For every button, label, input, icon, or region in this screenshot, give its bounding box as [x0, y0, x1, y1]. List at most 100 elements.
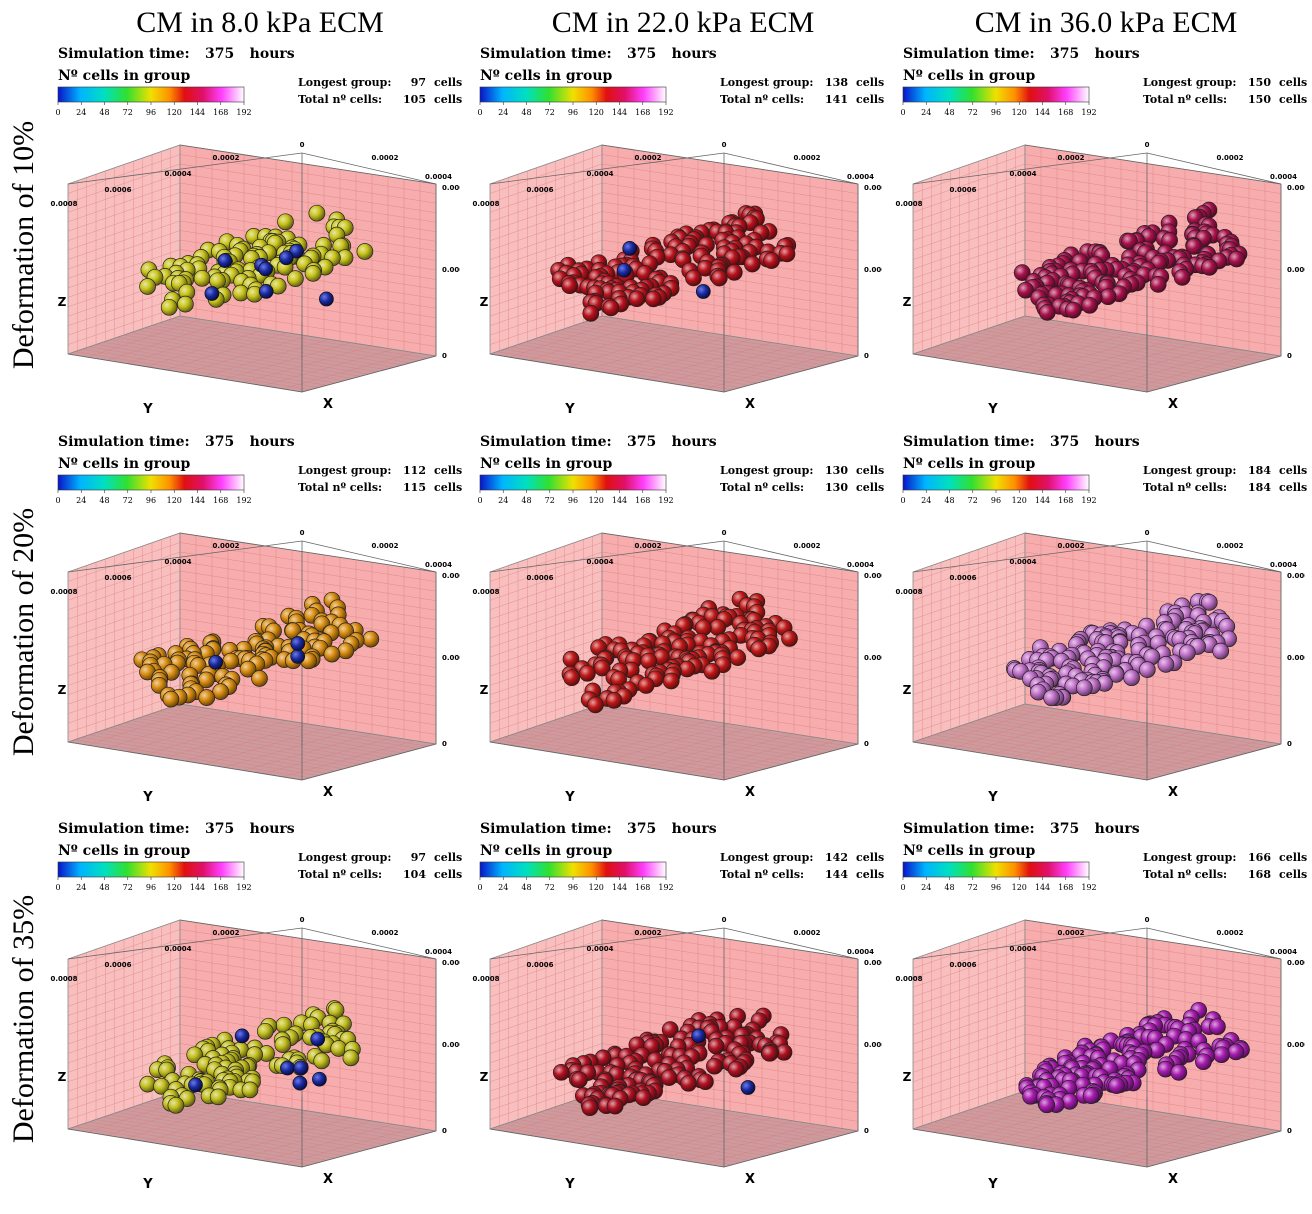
scatter-panel: Simulation time: 375 hours Nº cells in grou…	[893, 46, 1307, 426]
outlier-cell-point	[616, 262, 632, 278]
z-tick: 0	[442, 352, 447, 360]
colorbar	[902, 86, 1090, 103]
colorbar-tick: 96	[146, 496, 156, 505]
colorbar-tick: 144	[612, 883, 627, 892]
colorbar-tick: 144	[1035, 883, 1050, 892]
cell-point	[209, 1088, 227, 1106]
cell-point	[1075, 679, 1093, 697]
colorbar-tick: 192	[1081, 883, 1096, 892]
cell-point	[563, 669, 581, 687]
colorbar-tick: 72	[123, 496, 133, 505]
x-tick: 0.0002	[1216, 542, 1243, 550]
cell-point	[1173, 269, 1191, 286]
sim-time-value: 375	[1050, 821, 1080, 837]
sim-time-label: Simulation time:	[58, 46, 190, 62]
colorbar-tick: 96	[991, 108, 1001, 117]
z-tick: 0.0002	[1287, 266, 1305, 274]
y-tick: 0.0008	[472, 975, 499, 983]
group-stats: Longest group: 97 cells Total nº cells: 105 c…	[298, 76, 463, 106]
colorbar-tick: 120	[167, 883, 182, 892]
y-tick: 0.0002	[1057, 542, 1084, 550]
colorbar-tick: 72	[968, 108, 978, 117]
cell-point	[582, 305, 600, 322]
colorbar-tick: 192	[658, 496, 673, 505]
cell-point	[587, 696, 604, 714]
colorbar-title: Nº cells in group	[903, 68, 1036, 84]
cell-point	[725, 264, 743, 281]
outlier-cell-point	[278, 250, 294, 266]
y-axis-label: Y	[564, 1177, 575, 1192]
cell-point	[1213, 1046, 1230, 1064]
cell-point	[707, 1037, 725, 1055]
colorbar-tick: 0	[477, 108, 482, 117]
scatter-plot-3d: 0 24 48 72 96 120 144 168 192 0 0.0002 0.0004 0.0002…	[50, 861, 460, 1192]
cell-point	[761, 1044, 779, 1062]
scatter-panel: Simulation time: 375 hours Nº cells in grou…	[48, 434, 462, 814]
x-tick: 0.0004	[425, 561, 452, 569]
cell-point	[743, 255, 761, 273]
z-tick: 0	[1287, 352, 1292, 360]
colorbar-tick: 48	[521, 108, 531, 117]
z-axis-label: Z	[58, 683, 67, 697]
colorbar-tick: 96	[146, 108, 156, 117]
scatter-plot-3d: 0 24 48 72 96 120 144 168 192 0 0.0002 0.0004 0.0002…	[50, 474, 460, 805]
x-tick: 0	[1145, 529, 1150, 537]
hours-label: hours	[1094, 821, 1140, 837]
x-tick: 0	[1145, 916, 1150, 924]
cell-point	[1043, 689, 1060, 707]
x-tick: 0.0002	[371, 929, 398, 937]
cell-point	[162, 690, 180, 708]
x-tick: 0.0004	[847, 561, 874, 569]
sim-time-label: Simulation time:	[903, 434, 1035, 450]
x-tick: 0.0002	[371, 154, 398, 162]
colorbar-tick: 96	[991, 496, 1001, 505]
colorbar-tick: 24	[498, 108, 508, 117]
colorbar-tick: 144	[190, 883, 205, 892]
scatter-panel: Simulation time: 375 hours Nº cells in grou…	[48, 821, 462, 1201]
colorbar	[479, 861, 667, 878]
outlier-cell-point	[204, 286, 220, 301]
group-stats: Longest group: 142 cells Total nº cells: 144…	[720, 851, 885, 881]
z-tick: 0.0002	[1287, 654, 1305, 662]
y-axis-label: Y	[142, 790, 153, 805]
group-stats: Longest group: 166 cells Total nº cells: 168…	[1143, 851, 1308, 881]
outlier-cell-point	[289, 243, 304, 259]
colorbar-tick: 48	[521, 883, 531, 892]
scatter-panel: Simulation time: 375 hours Nº cells in grou…	[470, 821, 885, 1201]
cell-point	[193, 269, 211, 287]
cell-point	[1108, 1077, 1125, 1094]
colorbar-tick: 72	[123, 108, 133, 117]
cell-point	[1200, 594, 1218, 611]
colorbar-tick: 168	[213, 108, 228, 117]
cell-point	[781, 630, 798, 647]
cell-point	[356, 243, 374, 260]
sim-time-label: Simulation time:	[903, 821, 1035, 837]
colorbar-tick: 24	[921, 496, 931, 505]
hours-label: hours	[249, 821, 295, 837]
cell-point	[139, 1075, 157, 1093]
y-axis-label: Y	[564, 402, 575, 417]
colorbar-tick: 120	[167, 496, 182, 505]
colorbar-title: Nº cells in group	[58, 456, 191, 472]
scatter-panel: Simulation time: 375 hours Nº cells in grou…	[893, 434, 1307, 814]
colorbar-tick: 24	[76, 883, 86, 892]
sim-time-value: 375	[205, 46, 235, 62]
sim-time-label: Simulation time:	[58, 821, 190, 837]
y-tick: 0.0006	[104, 574, 131, 582]
colorbar-tick: 48	[944, 496, 954, 505]
colorbar-title: Nº cells in group	[480, 456, 613, 472]
column-title-2: CM in 22.0 kPa ECM	[551, 6, 815, 39]
colorbar	[57, 861, 245, 878]
outlier-cell-point	[312, 1071, 327, 1087]
scatter-plot-3d: 0 24 48 72 96 120 144 168 192 0 0.0002 0.0004 0.0002…	[895, 861, 1305, 1192]
z-tick: 0	[864, 352, 869, 360]
cell-point	[593, 659, 611, 677]
x-tick: 0.0002	[793, 154, 820, 162]
z-axis-label: Z	[480, 295, 489, 309]
sim-time-value: 375	[627, 821, 657, 837]
colorbar-tick: 120	[1012, 883, 1027, 892]
z-tick: 0.0002	[864, 654, 882, 662]
x-tick: 0.0002	[1216, 154, 1243, 162]
colorbar-tick: 192	[1081, 496, 1096, 505]
z-tick: 0	[442, 1127, 447, 1135]
